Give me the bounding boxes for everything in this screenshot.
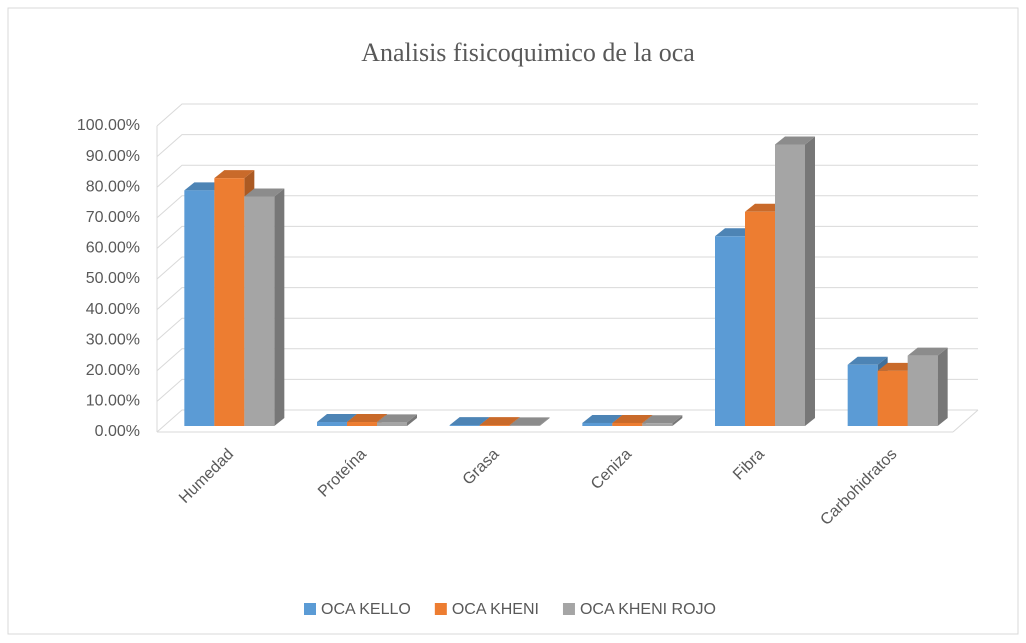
bar-front	[907, 355, 938, 426]
y-tick-label: 70.00%	[86, 209, 140, 226]
bar-side	[937, 347, 948, 426]
y-tick-label: 20.00%	[86, 362, 140, 379]
bar-front	[745, 211, 775, 426]
grid-line	[156, 103, 978, 127]
bar	[377, 414, 417, 426]
y-tick-label: 60.00%	[86, 240, 140, 257]
bar-top	[907, 347, 948, 356]
bar-front	[347, 422, 377, 426]
grid-line	[156, 225, 978, 249]
y-tick-label: 30.00%	[86, 331, 140, 348]
y-tick-label: 100.00%	[77, 117, 140, 134]
bar-front	[244, 196, 275, 426]
chart-border	[7, 7, 1019, 635]
grid-line	[156, 164, 978, 188]
y-tick-label: 0.00%	[95, 423, 140, 440]
bar-side	[805, 136, 815, 427]
grid-line	[156, 256, 978, 280]
bar-top	[479, 417, 520, 426]
bar-front	[582, 422, 613, 426]
bar-front	[479, 425, 510, 426]
bar-front	[642, 423, 673, 426]
bar	[907, 347, 948, 426]
bar-front	[612, 422, 643, 426]
y-tick-label: 10.00%	[86, 393, 140, 410]
legend-swatch	[562, 603, 575, 615]
bar-top	[244, 188, 285, 197]
bar-front	[184, 190, 215, 426]
bar	[244, 188, 285, 426]
bar-front	[509, 425, 540, 426]
grid-line	[156, 378, 978, 402]
grid-line	[156, 287, 978, 310]
bar-top	[612, 414, 653, 423]
bar-top	[582, 414, 623, 423]
bar-front	[877, 370, 908, 426]
bar-top	[449, 417, 490, 426]
chart-title: Analisis fisicoquimico de la oca	[361, 38, 695, 67]
bar	[642, 415, 683, 426]
bar	[509, 417, 550, 426]
bar-front	[214, 178, 245, 426]
bar-top	[642, 415, 683, 424]
bar-side	[539, 417, 550, 426]
bar-front	[377, 422, 407, 426]
y-tick-label: 50.00%	[86, 270, 140, 287]
bar-front	[847, 364, 878, 426]
legend-label: OCA KHENI ROJO	[580, 601, 716, 618]
y-tick-label: 90.00%	[86, 148, 140, 165]
legend-label: OCA KHENI	[452, 601, 539, 618]
legend-label: OCA KELLO	[321, 601, 411, 618]
grid-line	[156, 409, 978, 433]
grid-line	[156, 134, 978, 157]
bar-top	[317, 414, 357, 423]
floor-right-edge	[952, 409, 979, 433]
legend-swatch	[434, 603, 447, 615]
bar-front	[715, 236, 745, 426]
bar-side	[672, 415, 683, 426]
y-tick-label: 80.00%	[86, 178, 140, 195]
grid-line	[156, 317, 978, 341]
y-tick-label: 40.00%	[86, 301, 140, 318]
bar-side	[274, 188, 285, 426]
bar-top	[775, 136, 815, 145]
bar-side	[407, 414, 417, 426]
grid-line	[156, 348, 978, 372]
bar-front	[775, 144, 805, 427]
bar	[775, 136, 815, 427]
bar-front	[317, 422, 347, 426]
grid-line	[156, 195, 978, 219]
bar-top	[509, 417, 550, 426]
bar-top	[347, 414, 387, 423]
legend-swatch	[304, 603, 316, 615]
bar-top	[847, 356, 888, 365]
bar-front	[449, 425, 480, 426]
bar-top	[214, 170, 255, 179]
bar-top	[377, 414, 417, 423]
